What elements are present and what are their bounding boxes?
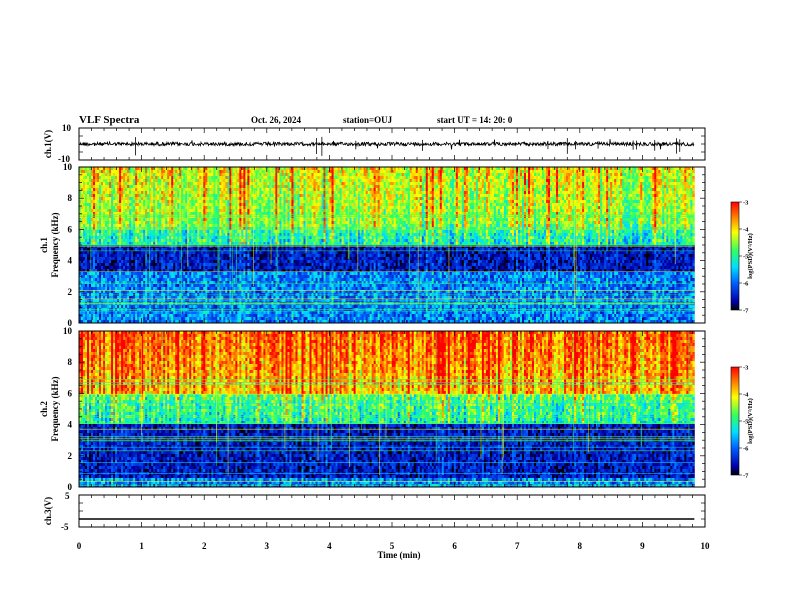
spectrogram-cell [692,170,694,173]
ch1-spectrogram-image [79,167,695,323]
spectrogram-cell [692,194,694,197]
spectrogram-cell [692,200,694,203]
spectrogram-cell [692,173,694,176]
figure-title: VLF Spectra [79,114,140,126]
spectrogram-cell [692,197,694,200]
ch1-waveform-panel: 10 -10 ch.1(V) [43,123,705,164]
spectrogram-cell [692,191,694,194]
spectrogram-cell [692,203,694,206]
date-label: Oct. 26, 2024 [251,115,301,125]
spectrogram-cell [692,179,694,182]
spectrogram-cell [692,185,694,188]
ch1-ytick-top: 10 [62,123,72,133]
spectrogram-cell [692,188,694,191]
station-label: station=OUJ [343,115,393,125]
ch1-waveform-ylabel: ch.1(V) [43,130,53,158]
spectrogram-cell [692,206,694,209]
spectrogram-cell [692,182,694,185]
spectrogram-cell [692,209,694,212]
spectrogram-cell [692,176,694,179]
start-time-label: start UT = 14: 20: 0 [437,115,513,125]
